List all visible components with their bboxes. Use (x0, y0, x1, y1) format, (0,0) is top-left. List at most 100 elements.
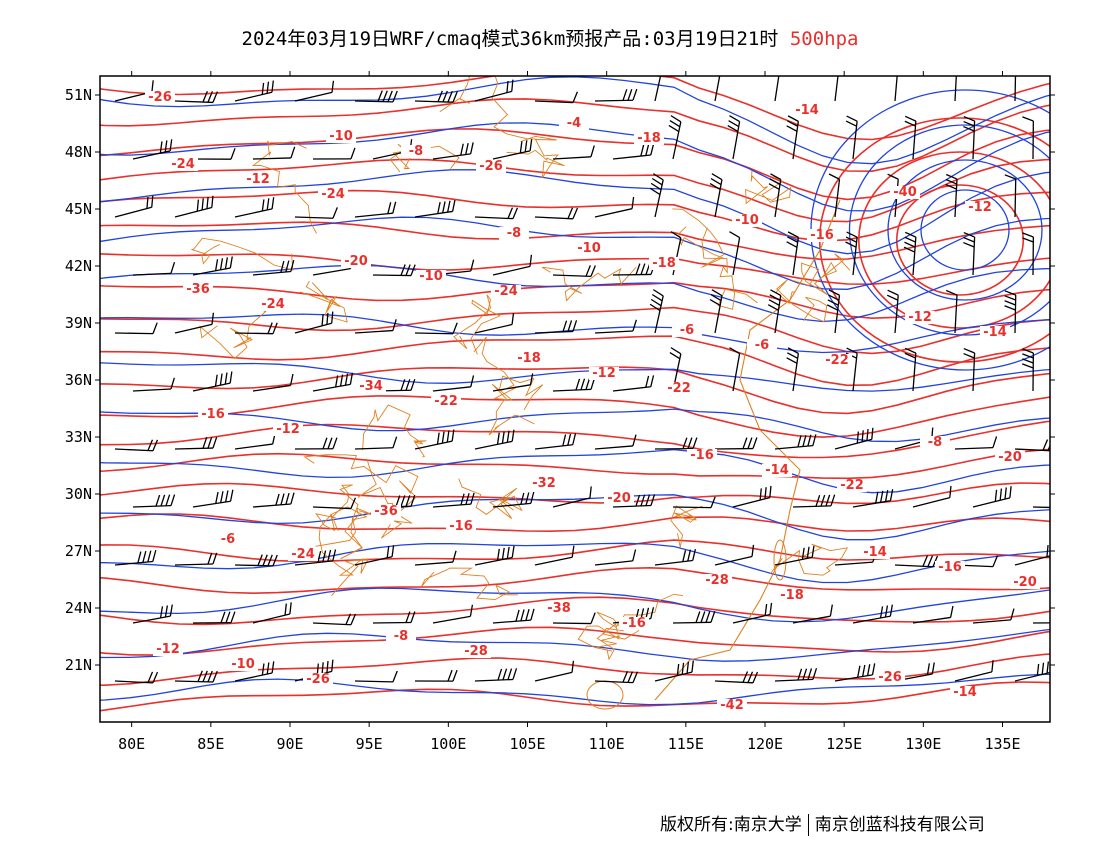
contour-label: -8 (507, 226, 521, 241)
label-halo (664, 382, 694, 395)
wind-barb (534, 320, 578, 334)
taiwan-island (773, 539, 787, 581)
label-halo (559, 117, 589, 130)
temperature-isotherm (100, 189, 1050, 242)
wind-barb (714, 544, 755, 566)
border-line (199, 309, 269, 360)
contour-label: -6 (755, 338, 769, 353)
wind-barb (774, 545, 815, 566)
plot-frame (99, 75, 1051, 723)
height-contour (100, 76, 1050, 165)
label-halo (747, 339, 777, 352)
geopotential-height-contours (100, 76, 1050, 706)
label-halo (890, 186, 920, 199)
label-halo (544, 602, 574, 615)
wind-barb (594, 671, 639, 684)
label-halo (431, 395, 461, 408)
border-line (362, 404, 427, 458)
footer-divider (807, 814, 809, 836)
border-line (701, 227, 758, 310)
wind-barb (114, 195, 154, 218)
wind-barb (114, 439, 159, 452)
label-halo (228, 658, 258, 671)
label-halo (875, 671, 905, 684)
wind-barb (252, 492, 295, 508)
wind-barb (234, 80, 274, 102)
wind-barb (114, 322, 158, 335)
wind-barb (474, 312, 515, 334)
wind-barb (834, 76, 841, 102)
wind-barb (894, 76, 899, 102)
border-line (458, 478, 523, 519)
y-tick-label: 39N (65, 314, 92, 332)
wind-barb (852, 489, 894, 508)
y-tick-label: 48N (65, 143, 92, 161)
contour-label: -24 (291, 547, 315, 562)
contour-label: -16 (622, 616, 646, 631)
label-halo (491, 285, 521, 298)
wind-barb (414, 90, 458, 103)
wind-barb (132, 377, 175, 392)
wind-barb (474, 207, 519, 220)
wind-barb (252, 373, 294, 392)
wind-barb (132, 262, 176, 276)
wind-barb (354, 201, 397, 218)
contour-label: -24 (171, 157, 195, 172)
y-tick-label: 45N (65, 200, 92, 218)
temperature-isotherm (100, 681, 1050, 712)
label-halo (213, 533, 243, 546)
wind-barb (649, 173, 664, 218)
height-contour (100, 313, 1050, 354)
wind-barb (294, 437, 338, 450)
wind-barb (432, 142, 474, 160)
wind-barb (354, 436, 398, 450)
low-center-contour (920, 189, 1010, 271)
wind-barb (792, 494, 836, 508)
border-line (357, 458, 413, 539)
temperature-isotherm (100, 626, 1050, 656)
contour-label: -20 (344, 254, 368, 269)
wind-barb (132, 139, 173, 160)
wind-barb (654, 548, 697, 566)
border-line (303, 454, 419, 515)
label-halo (860, 546, 890, 559)
y-tick-label: 33N (65, 428, 92, 446)
contour-label: -22 (825, 353, 849, 368)
wind-barb (1032, 506, 1050, 509)
wind-barb (786, 347, 800, 392)
wind-barb (834, 663, 876, 682)
wind-barb (672, 496, 716, 509)
wind-barb (234, 197, 275, 218)
wind-barb (767, 289, 782, 334)
label-halo (807, 229, 837, 242)
temperature-isotherm (100, 566, 1050, 595)
wind-barb (786, 231, 800, 276)
contour-label: -22 (434, 394, 458, 409)
contour-label: -16 (201, 407, 225, 422)
contour-label: -26 (148, 90, 172, 105)
wind-barb (1032, 622, 1050, 624)
wind-barb (945, 289, 958, 334)
contour-label: -12 (276, 422, 300, 437)
wind-barb (732, 485, 772, 508)
contour-label: -20 (1013, 575, 1037, 590)
wind-barb (174, 312, 215, 334)
wind-barb (552, 265, 596, 278)
label-halo (326, 130, 356, 143)
wind-barb (432, 492, 475, 508)
temperature-isotherm (100, 596, 1050, 626)
wind-barb (912, 605, 954, 624)
wind-barb (294, 207, 338, 219)
label-halo (574, 242, 604, 255)
wind-barb (132, 604, 173, 624)
label-halo (980, 326, 1010, 339)
wind-barb (729, 347, 741, 392)
wind-barb (649, 289, 664, 334)
wind-barb (534, 545, 575, 566)
wind-barb (252, 602, 292, 624)
cold-core-isotherm (895, 184, 1025, 296)
y-tick-label: 27N (65, 542, 92, 560)
wind-barb (954, 660, 994, 682)
cold-core-isotherm (858, 151, 1050, 329)
contour-label: -14 (795, 103, 819, 118)
